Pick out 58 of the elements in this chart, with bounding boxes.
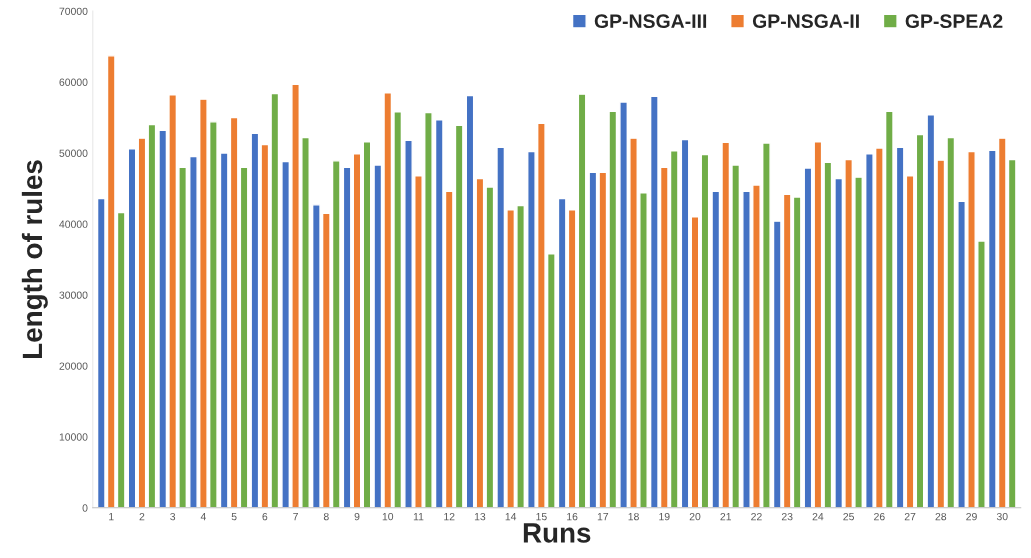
bar — [577, 93, 587, 508]
y-tick-label: 0 — [82, 504, 88, 512]
x-tick-label: 19 — [659, 512, 670, 521]
x-tick-label: 5 — [231, 513, 237, 521]
x-tick-label: 16 — [567, 512, 578, 521]
x-tick-label: 12 — [444, 512, 455, 521]
bar — [362, 141, 372, 508]
bar — [680, 138, 690, 508]
x-tick-label: 7 — [293, 513, 298, 521]
legend-label: GP-NSGA-III — [594, 14, 707, 29]
y-tick-label: 30000 — [59, 291, 88, 299]
x-tick-label: 3 — [170, 512, 176, 521]
x-tick-label: 20 — [689, 512, 701, 521]
bar — [803, 167, 813, 508]
x-tick-label: 28 — [935, 512, 947, 521]
x-tick-label: 6 — [262, 512, 268, 521]
x-tick-label: 30 — [996, 512, 1008, 521]
y-tick-label: 60000 — [59, 78, 88, 86]
x-tick-label: 10 — [382, 512, 394, 521]
x-tick-label: 9 — [354, 512, 360, 521]
bar — [915, 133, 925, 508]
x-tick-label: 27 — [904, 512, 916, 521]
y-tick-label: 40000 — [59, 220, 88, 228]
x-tick-label: 23 — [781, 512, 793, 521]
bar — [465, 94, 475, 508]
x-tick-label: 11 — [413, 513, 424, 521]
legend-label: GP-SPEA2 — [905, 14, 1003, 29]
bar — [700, 153, 710, 508]
y-tick-label: 50000 — [59, 149, 88, 157]
x-tick-label: 1 — [109, 513, 114, 521]
x-tick-label: 22 — [751, 512, 762, 521]
bar — [137, 137, 147, 508]
x-tick-label: 18 — [628, 512, 639, 521]
x-tick-label: 2 — [139, 512, 145, 521]
bar — [342, 166, 352, 508]
x-tick-label: 17 — [597, 513, 609, 521]
x-tick-label: 4 — [200, 513, 206, 521]
bar — [352, 153, 362, 508]
x-tick-label: 14 — [505, 513, 517, 521]
y-axis-title: Length of rules — [21, 160, 48, 358]
x-tick-label: 26 — [874, 512, 885, 521]
bar — [147, 123, 157, 508]
x-tick-label: 25 — [843, 512, 854, 521]
x-tick-label: 13 — [474, 512, 486, 521]
y-tick-label: 10000 — [59, 433, 88, 441]
legend-label: GP-NSGA-II — [752, 14, 859, 29]
x-tick-label: 8 — [323, 512, 329, 521]
x-axis-title: Runs — [523, 523, 591, 543]
bar — [127, 148, 137, 508]
y-tick-label: 20000 — [59, 362, 88, 370]
x-tick-label: 29 — [966, 512, 977, 521]
x-tick-label: 24 — [812, 512, 824, 521]
bar — [475, 177, 485, 508]
y-tick-label: 70000 — [59, 7, 88, 16]
x-tick-label: 15 — [536, 513, 547, 521]
bar — [485, 186, 495, 508]
x-tick-label: 21 — [720, 512, 732, 521]
bar — [690, 216, 700, 508]
